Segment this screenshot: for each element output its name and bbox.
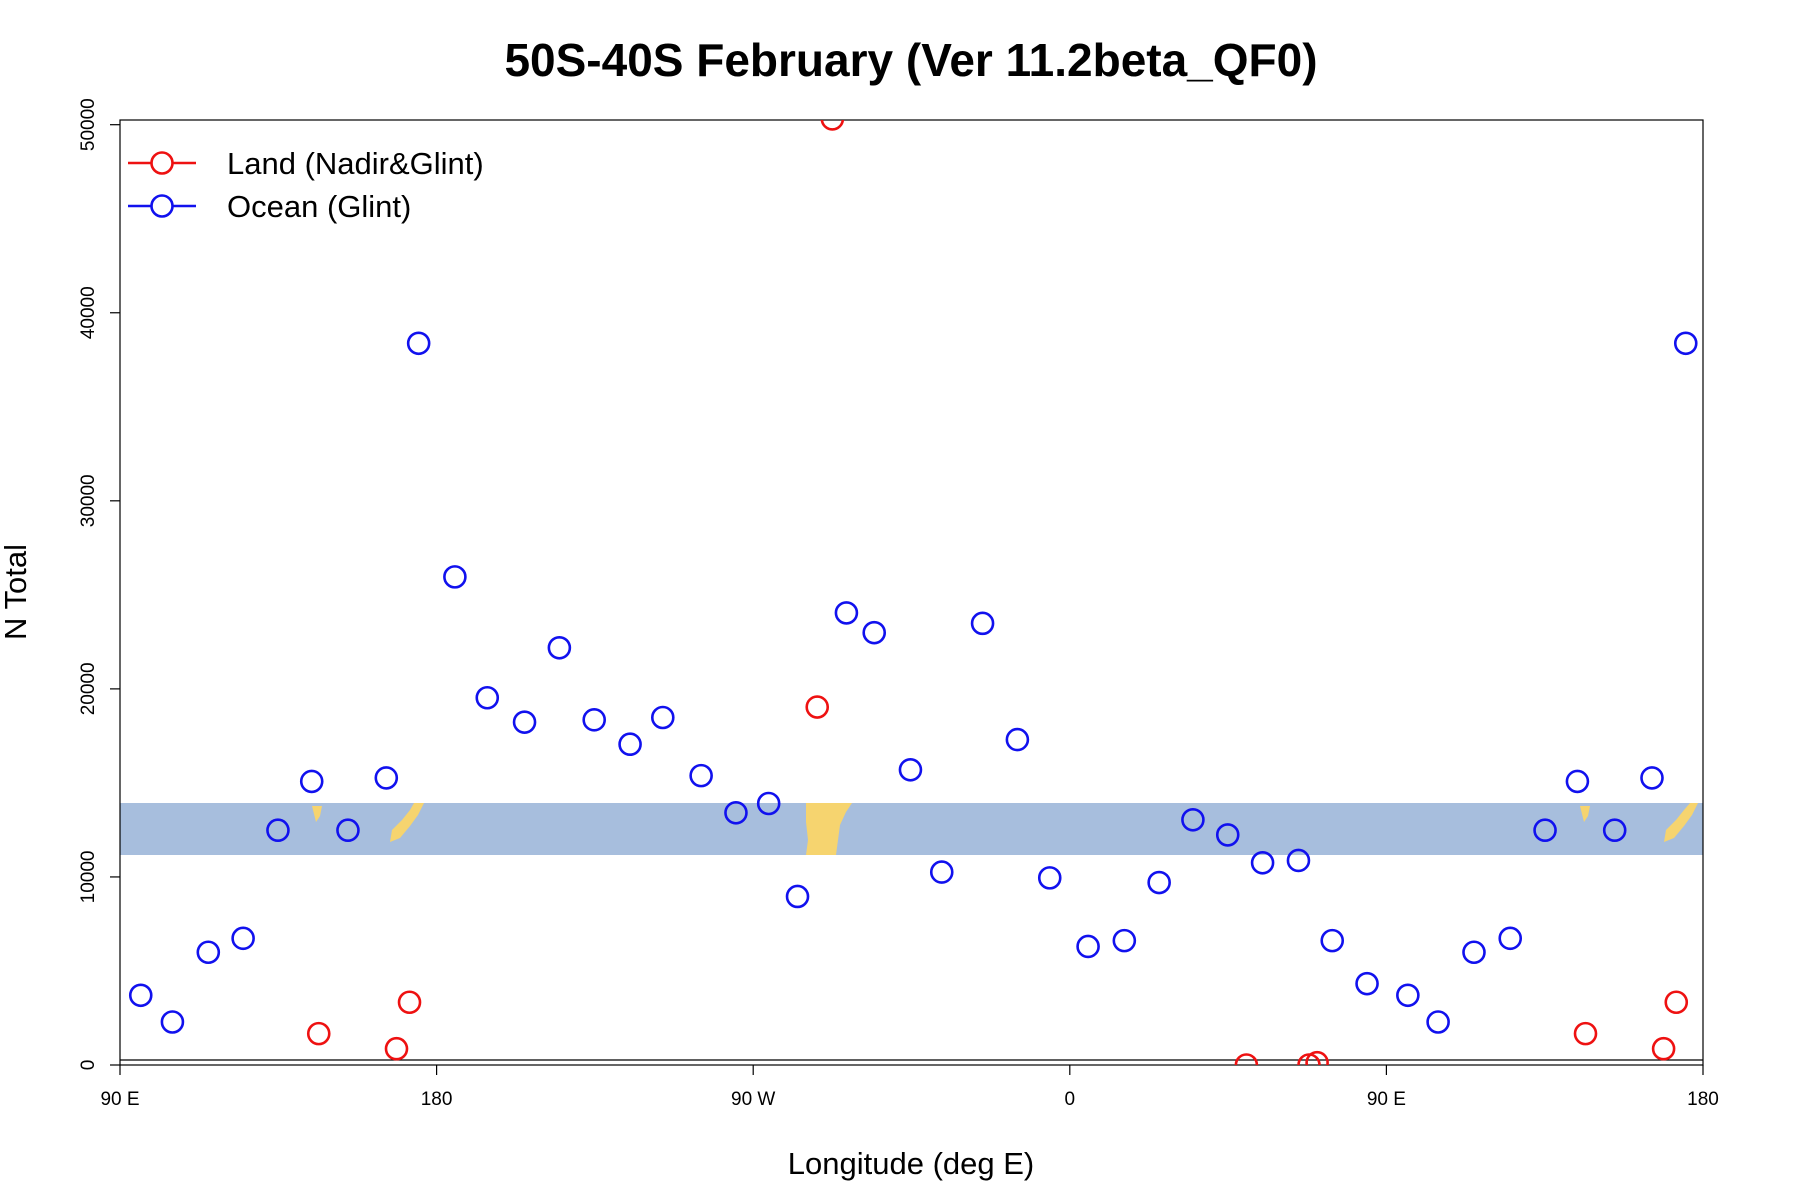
point [128,983,153,1008]
point [650,705,675,730]
chart-title: 50S-40S February (Ver 11.2beta_QF0) [504,34,1317,86]
land-shape [806,803,852,855]
point [582,708,606,732]
land-shape [312,806,322,822]
point [196,940,221,965]
point [336,818,360,843]
x-tick-label: 180 [1687,1089,1719,1110]
point [306,1021,331,1046]
point [1640,766,1664,790]
point [1673,331,1698,356]
legend-marker [150,194,174,218]
legend-marker [150,151,174,175]
point [1573,1021,1598,1046]
map-strip [120,803,1703,855]
point [512,710,537,734]
point [374,766,399,790]
legend-label: Ocean (Glint) [227,189,411,224]
point [970,611,995,636]
legend-label: Land (Nadir&Glint) [227,146,484,181]
point [1462,940,1486,965]
point [299,769,324,794]
point [1396,983,1420,1008]
point [266,818,290,843]
point [1498,926,1523,951]
y-axis-label: N Total [0,544,33,640]
point [929,860,954,884]
point [1664,990,1689,1015]
point [384,1036,409,1061]
point [397,990,422,1015]
land-shape [390,803,424,842]
point [231,926,255,951]
x-axis-label: Longitude (deg E) [788,1146,1034,1181]
point [1250,850,1275,875]
point [689,763,713,788]
point [406,331,431,356]
y-tick-label: 0 [78,1060,99,1071]
map-band [120,803,1703,855]
x-tick-label: 90 E [1367,1089,1406,1110]
point [1076,934,1100,959]
point [1037,866,1062,890]
y-tick-label: 30000 [78,474,99,527]
x-tick-label: 90 W [731,1089,775,1110]
point [1181,807,1205,832]
point [834,601,859,625]
point [618,732,642,757]
point [1320,928,1345,953]
point [443,565,467,589]
x-tick-label: 180 [421,1089,453,1110]
point [1112,928,1137,953]
point [820,120,845,131]
point [1215,823,1240,847]
point [724,800,748,825]
y-tick-label: 20000 [78,662,99,715]
points [128,120,1698,1065]
x-tick-label: 90 E [100,1089,139,1110]
point [1355,971,1379,996]
plot-frame [119,119,1704,1066]
point [756,791,781,816]
x-tick-label: 0 [1065,1089,1076,1110]
legend: Land (Nadir&Glint) Ocean (Glint) [128,146,484,224]
point [1234,1053,1259,1065]
point [475,685,500,710]
y-tick-label: 50000 [78,98,99,151]
point [1305,1050,1329,1065]
point [1005,727,1030,752]
point [785,884,810,909]
point [805,695,830,719]
y-tick-label: 10000 [78,851,99,904]
point [1147,870,1171,895]
land-shape [1580,806,1590,822]
point [1426,1010,1450,1034]
point [862,620,887,645]
point [1602,818,1627,843]
point [1286,848,1311,873]
point [1533,818,1557,843]
land-shape [1664,803,1698,842]
point [160,1010,185,1034]
y-tick-label: 40000 [78,286,99,339]
point [547,635,572,660]
point [1651,1036,1676,1061]
point [898,758,923,782]
point [1565,769,1590,794]
